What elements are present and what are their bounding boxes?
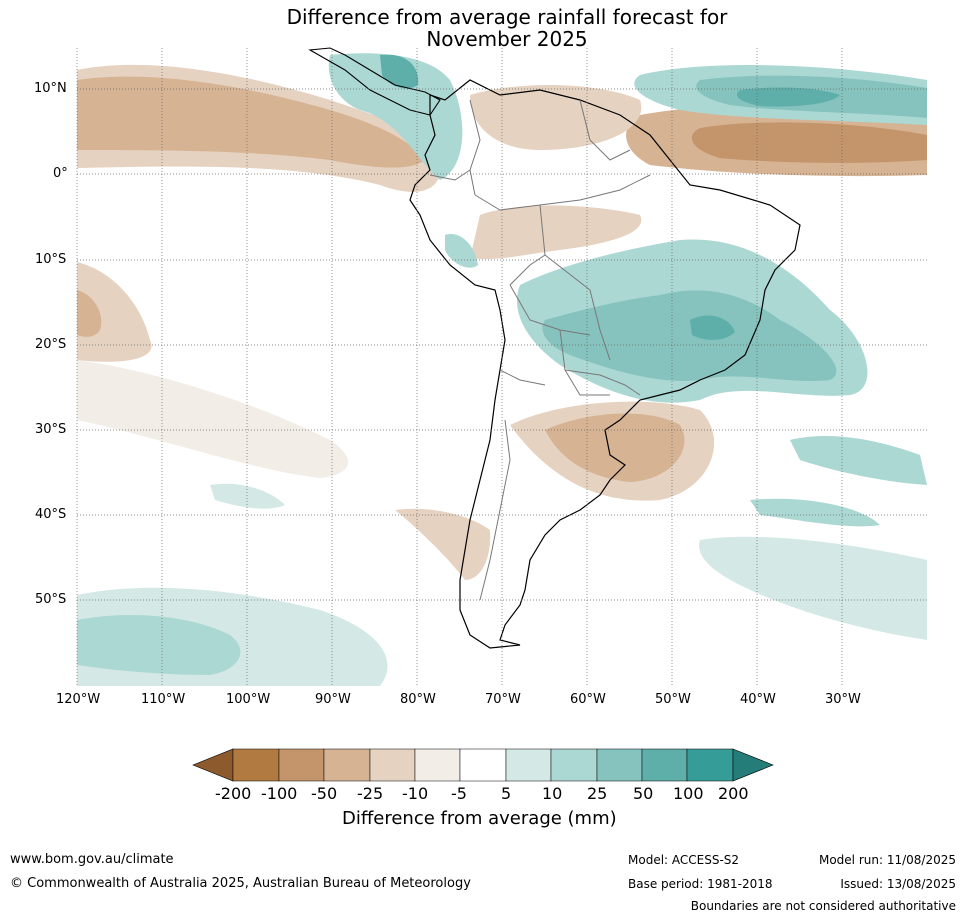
rainfall-anomaly-fields — [77, 53, 927, 686]
legend-tick: -200 — [215, 784, 252, 803]
legend-tick: 100 — [673, 784, 704, 803]
legend-box — [459, 748, 507, 782]
legend-tick: -25 — [357, 784, 384, 803]
legend-tick: -5 — [451, 784, 467, 803]
legend-tick: -10 — [402, 784, 429, 803]
lat-label: 0° — [53, 166, 68, 181]
lon-label: 50°W — [655, 692, 691, 707]
wet-region-south-atlantic-2 — [750, 498, 880, 527]
lat-label: 30°S — [35, 422, 67, 437]
wet-region-southern-ocean-east — [699, 536, 927, 640]
legend-box — [505, 748, 552, 782]
legend-box — [232, 748, 280, 782]
lon-label: 120°W — [56, 692, 101, 707]
lon-label: 70°W — [485, 692, 521, 707]
legend-box — [414, 748, 461, 782]
legend-tick: 10 — [542, 784, 563, 803]
lon-label: 90°W — [315, 692, 351, 707]
dry-region-southeast-pacific-core — [77, 290, 102, 337]
lon-label: 80°W — [400, 692, 436, 707]
dry-region-eastern-pacific-core — [77, 76, 425, 168]
lat-label: 50°S — [35, 592, 67, 607]
legend-colorbar — [192, 748, 774, 782]
coastline-central-america — [308, 47, 441, 116]
copyright: © Commonwealth of Australia 2025, Austra… — [10, 876, 471, 891]
wet-region-brazil-peak — [690, 315, 735, 340]
dry-region-eq-atlantic-core — [691, 122, 927, 163]
legend-tick: -50 — [311, 784, 338, 803]
legend-extend-low — [192, 748, 234, 782]
legend-label: Difference from average (mm) — [342, 808, 617, 829]
wet-region-chile-coast — [445, 234, 478, 268]
legend-tick: -100 — [261, 784, 298, 803]
base-period: Base period: 1981-2018 — [628, 877, 773, 891]
lon-label: 100°W — [226, 692, 271, 707]
dry-region-amazon — [470, 205, 642, 260]
lat-label: 10°N — [34, 81, 67, 96]
legend-tick: 50 — [633, 784, 654, 803]
lat-label: 10°S — [35, 252, 67, 267]
legend-tick: 5 — [501, 784, 512, 803]
website-link[interactable]: www.bom.gov.au/climate — [10, 852, 174, 867]
legend-box — [596, 748, 643, 782]
wet-region-southern-ocean-west-core — [77, 615, 241, 675]
legend-box — [278, 748, 325, 782]
model-run: Model run: 11/08/2025 — [818, 853, 956, 867]
lon-label: 40°W — [740, 692, 776, 707]
issued-date: Issued: 13/08/2025 — [840, 877, 956, 891]
legend-tick: 200 — [718, 784, 749, 803]
lat-label: 20°S — [35, 337, 67, 352]
lat-label: 40°S — [35, 507, 67, 522]
wet-region-central-america-core — [380, 54, 419, 89]
wet-region-brazil-core — [542, 290, 837, 382]
wet-region-mid-pacific — [210, 483, 285, 509]
wet-region-south-atlantic — [790, 435, 927, 485]
lon-label: 30°W — [825, 692, 861, 707]
disclaimer: Boundaries are not considered authoritat… — [690, 899, 956, 913]
legend-box — [323, 748, 371, 782]
model-info: Model: ACCESS-S2 — [628, 853, 740, 867]
dry-region-pacific-trail — [77, 360, 349, 478]
map-title-line1: Difference from average rainfall forecas… — [286, 5, 728, 29]
legend-box — [550, 748, 598, 782]
map-title-line2: November 2025 — [426, 27, 588, 51]
legend-extend-high — [732, 748, 774, 782]
lon-label: 110°W — [141, 692, 186, 707]
dry-region-rio-plata-core — [545, 413, 685, 482]
legend-box — [686, 748, 734, 782]
legend-tick: 25 — [587, 784, 608, 803]
dry-region-southeast-pacific — [77, 262, 152, 362]
graticule — [76, 48, 927, 686]
coastline-south-america — [409, 79, 801, 649]
legend-box — [641, 748, 688, 782]
lon-label: 60°W — [570, 692, 606, 707]
country-borders — [429, 99, 651, 601]
dry-region-patagonia — [395, 508, 491, 580]
legend-box — [369, 748, 416, 782]
wet-region-tropical-atlantic-peak — [736, 87, 840, 107]
dry-region-north-sa — [470, 84, 642, 150]
